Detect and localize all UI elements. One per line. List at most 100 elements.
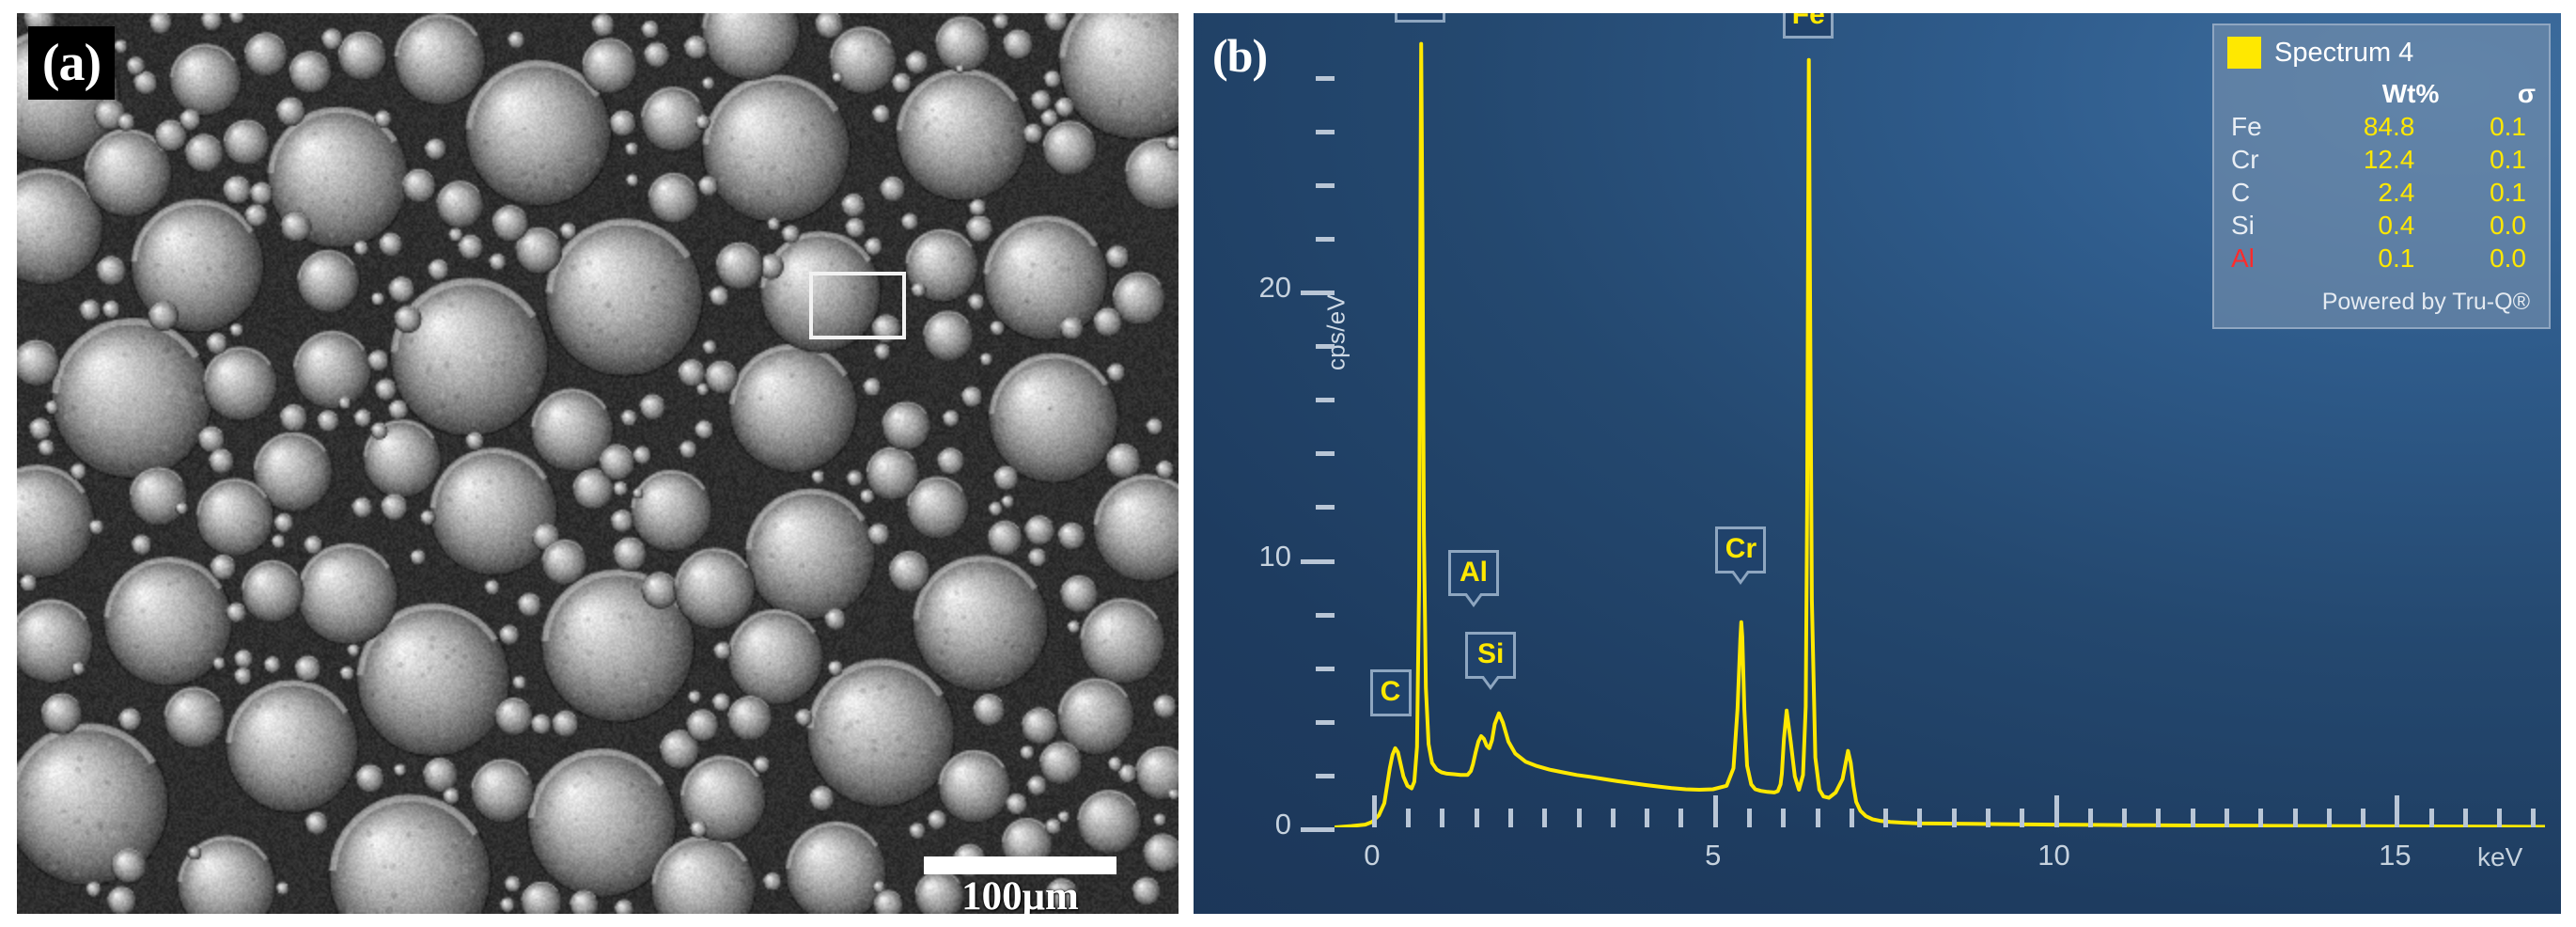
cell-wt: 2.4 <box>2378 178 2415 207</box>
x-tick-minor <box>2156 809 2162 827</box>
x-tick-minor <box>1917 809 1923 827</box>
peak-label-text: Fe <box>1404 13 1437 14</box>
cell-element: C <box>2231 178 2251 207</box>
x-tick-label: 10 <box>2037 839 2070 872</box>
peak-label-fe-ka: Fe <box>1395 13 1446 24</box>
x-tick-label: 15 <box>2379 839 2412 872</box>
y-tick-minor <box>1316 182 1335 188</box>
x-tick-minor <box>1985 809 1991 827</box>
legend-color-swatch <box>2227 37 2261 69</box>
y-tick-minor <box>1316 451 1335 457</box>
callout-pointer-inner <box>1466 592 1482 604</box>
x-tick-minor <box>2361 809 2366 827</box>
peak-label-si: Si <box>1465 632 1517 690</box>
peak-label-text: Al <box>1460 556 1489 588</box>
peak-label-cr: Cr <box>1715 526 1767 585</box>
table-row: C 2.4 0.1 <box>2227 177 2536 210</box>
composition-results-panel: Spectrum 4 Wt% σ Fe 84.8 0.1 Cr 12.4 0.1 C 2.4 0… <box>2212 24 2551 329</box>
cell-sigma: 0.0 <box>2490 244 2526 273</box>
y-tick-major <box>1301 827 1335 832</box>
x-tick-minor <box>1406 809 1412 827</box>
callout-pointer-inner <box>1733 569 1749 580</box>
x-tick-minor <box>1508 809 1514 827</box>
x-tick-minor <box>1576 809 1582 827</box>
table-row: Cr 12.4 0.1 <box>2227 144 2536 177</box>
panel-a-sem-image: (a) 100μm <box>17 13 1179 914</box>
x-tick-minor <box>2497 809 2503 827</box>
sem-micrograph-canvas <box>17 13 1179 914</box>
x-tick-minor <box>2326 809 2332 827</box>
cell-element: Si <box>2231 211 2255 240</box>
y-tick-minor <box>1316 398 1335 403</box>
legend-series-name: Spectrum 4 <box>2274 37 2414 68</box>
peak-label-text: Fe <box>1791 13 1825 30</box>
table-header-row: Wt% σ <box>2227 78 2536 111</box>
y-tick-minor <box>1316 129 1335 134</box>
y-tick-minor <box>1316 344 1335 350</box>
x-tick-minor <box>1815 809 1820 827</box>
callout-pointer-inner <box>1483 674 1499 685</box>
scale-bar-label: 100μm <box>961 874 1079 914</box>
cell-wt: 0.4 <box>2378 211 2415 240</box>
y-tick-label: 20 <box>1258 271 1291 305</box>
peak-label-text: C <box>1380 676 1401 708</box>
analysis-region-box <box>809 272 906 339</box>
x-tick-minor <box>1645 809 1650 827</box>
spectrum-trace <box>1335 36 2545 827</box>
y-tick-label: 0 <box>1274 808 1291 841</box>
table-row: Si 0.4 0.0 <box>2227 210 2536 243</box>
x-tick-minor <box>1747 809 1752 827</box>
table-row: Fe 84.8 0.1 <box>2227 111 2536 144</box>
cell-sigma: 0.1 <box>2490 178 2526 207</box>
y-tick-major <box>1301 558 1335 564</box>
powered-by-label: Powered by Tru-Q® <box>2321 289 2530 315</box>
x-tick-minor <box>1610 809 1616 827</box>
x-tick-minor <box>2190 809 2195 827</box>
panel-b-label: (b) <box>1212 29 1268 82</box>
y-tick-minor <box>1316 75 1335 81</box>
peak-label-text: Si <box>1476 638 1505 670</box>
x-tick-minor <box>2258 809 2264 827</box>
peak-label-c: C <box>1369 669 1412 716</box>
legend-row: Spectrum 4 <box>2227 37 2536 69</box>
x-tick-minor <box>1951 809 1957 827</box>
x-tick-minor <box>1781 809 1787 827</box>
x-tick-minor <box>2428 809 2434 827</box>
cell-element: Cr <box>2231 145 2259 174</box>
x-tick-minor <box>1440 809 1445 827</box>
x-axis-unit-label: keV <box>2477 842 2523 872</box>
x-tick-minor <box>2122 809 2128 827</box>
peak-label-text: Cr <box>1725 533 1757 565</box>
cell-sigma: 0.0 <box>2490 211 2526 240</box>
x-tick-minor <box>1883 809 1889 827</box>
x-tick-label: 5 <box>1705 839 1722 872</box>
cell-element: Al <box>2231 244 2255 273</box>
col-sigma-header: σ <box>2517 79 2536 108</box>
cell-sigma: 0.1 <box>2490 112 2526 141</box>
y-tick-minor <box>1316 505 1335 511</box>
y-tick-minor <box>1316 666 1335 671</box>
y-tick-major <box>1301 291 1335 296</box>
cell-sigma: 0.1 <box>2490 145 2526 174</box>
x-tick-major <box>2395 795 2400 827</box>
x-tick-minor <box>2462 809 2468 827</box>
x-tick-label: 0 <box>1364 839 1381 872</box>
x-tick-minor <box>2087 809 2093 827</box>
table-row: Al 0.1 0.0 <box>2227 243 2536 275</box>
x-tick-major <box>2053 795 2059 827</box>
col-element-header <box>2227 78 2301 111</box>
x-tick-major <box>1712 795 1718 827</box>
x-tick-minor <box>1849 809 1854 827</box>
x-tick-major <box>1371 795 1377 827</box>
x-tick-minor <box>2292 809 2298 827</box>
y-tick-minor <box>1316 773 1335 778</box>
peak-label-al: Al <box>1448 549 1500 608</box>
x-tick-minor <box>1678 809 1684 827</box>
panel-a-label: (a) <box>28 26 115 100</box>
x-tick-minor <box>1474 809 1479 827</box>
composition-table: Wt% σ Fe 84.8 0.1 Cr 12.4 0.1 C 2.4 0.1 Si 0.4 0.0 A… <box>2227 78 2536 275</box>
cell-wt: 84.8 <box>2363 112 2415 141</box>
cell-element: Fe <box>2231 112 2262 141</box>
